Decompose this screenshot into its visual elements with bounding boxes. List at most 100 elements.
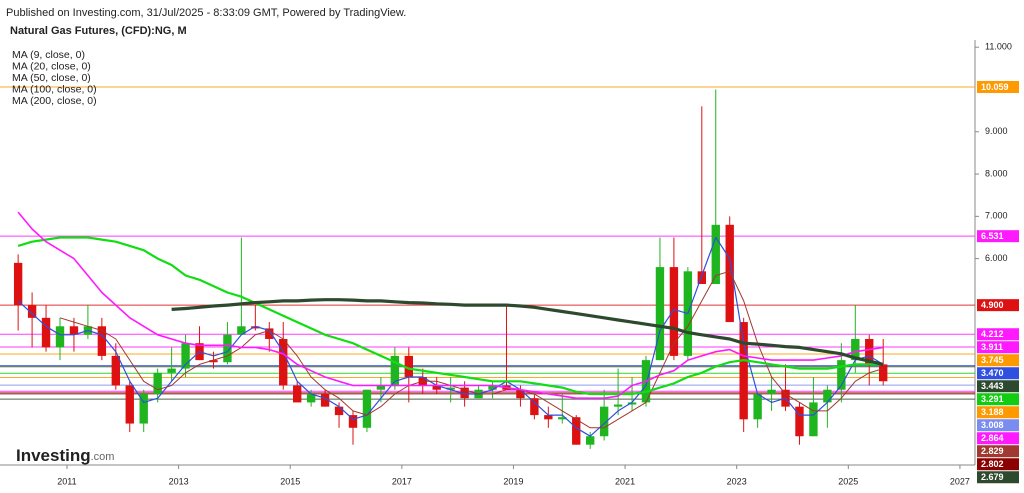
level-label-box — [977, 419, 1019, 432]
candle-body — [139, 393, 148, 424]
candle-body — [655, 267, 665, 361]
plot-area — [0, 86, 975, 449]
level-label-box — [977, 471, 1019, 484]
legend-entry: MA (100, close, 0) — [12, 83, 97, 95]
level-label-box — [977, 432, 1019, 445]
candle-body — [265, 328, 274, 339]
candle-body — [725, 224, 734, 323]
candle-body — [69, 326, 79, 335]
level-label-box — [977, 299, 1019, 312]
level-label: 2.829 — [981, 446, 1004, 456]
x-tick-label: 2011 — [57, 476, 76, 486]
candle-body — [669, 267, 679, 356]
candle-body — [851, 338, 860, 361]
candle-body — [27, 305, 37, 318]
candle-body — [125, 385, 134, 424]
candle-body — [865, 338, 874, 365]
level-label-box — [977, 230, 1019, 243]
x-tick-label: 2027 — [950, 476, 970, 486]
candle-body — [460, 387, 469, 399]
ma-line — [17, 236, 884, 437]
level-label: 3.291 — [981, 394, 1004, 404]
candle-body — [697, 271, 706, 285]
candle-body — [739, 322, 748, 420]
y-tick-label: 6.000 — [985, 253, 1008, 263]
level-label-box — [977, 341, 1019, 354]
y-tick-label: 8.000 — [985, 168, 1008, 178]
candle-body — [432, 385, 441, 390]
ma-line — [59, 270, 884, 429]
candle-body — [613, 404, 623, 407]
candle-body — [516, 389, 525, 399]
candle-body — [879, 364, 888, 382]
candle-body — [362, 389, 372, 428]
published-note: Published on Investing.com, 31/Jul/2025 … — [6, 7, 406, 19]
candle-body — [167, 368, 176, 373]
level-label: 2.864 — [981, 433, 1004, 443]
candle-body — [293, 385, 302, 403]
x-tick-label: 2025 — [838, 476, 858, 486]
candle-body — [767, 389, 776, 394]
candle-body — [627, 402, 637, 405]
candle-body — [13, 262, 23, 306]
candle-body — [320, 393, 330, 407]
candle-body — [544, 415, 553, 420]
candle-body — [306, 393, 316, 403]
candle-body — [599, 406, 609, 437]
candle-body — [55, 326, 65, 348]
ma-line — [171, 298, 884, 366]
candle-body — [404, 355, 413, 378]
logo: Investing.com — [16, 446, 114, 465]
candle-body — [348, 415, 358, 428]
candle-body — [209, 360, 218, 363]
level-label: 2.679 — [981, 472, 1004, 482]
candle-body — [41, 317, 51, 348]
candle-body — [279, 338, 288, 386]
y-tick-label: 11.000 — [985, 42, 1012, 52]
legend-entry: MA (50, close, 0) — [12, 72, 91, 84]
level-label: 3.443 — [981, 381, 1004, 391]
candle-body — [223, 334, 232, 363]
candle-body — [795, 406, 804, 437]
y-tick-label: 7.000 — [985, 211, 1008, 221]
candle-body — [153, 372, 162, 394]
candle-body — [237, 326, 246, 335]
level-label: 10.059 — [981, 82, 1009, 92]
candle-body — [809, 402, 818, 437]
level-label-box — [977, 367, 1019, 380]
candle-body — [376, 385, 386, 390]
candle-body — [558, 417, 567, 420]
level-label: 4.212 — [981, 329, 1004, 339]
legend-entry: MA (9, close, 0) — [12, 49, 85, 61]
candle-body — [711, 224, 720, 285]
candle-body — [97, 326, 107, 356]
candle-body — [488, 385, 497, 390]
candle-body — [823, 389, 832, 403]
level-label: 3.745 — [981, 355, 1004, 365]
y-tick-label: 9.000 — [985, 126, 1008, 136]
x-tick-label: 2019 — [503, 476, 523, 486]
level-label-box — [977, 328, 1019, 341]
candle-body — [251, 326, 260, 329]
x-tick-label: 2013 — [169, 476, 189, 486]
legend-entry: MA (20, close, 0) — [12, 60, 91, 72]
level-label: 3.911 — [981, 342, 1003, 352]
level-label: 3.188 — [981, 407, 1004, 417]
level-label-box — [977, 458, 1019, 471]
level-label-box — [977, 80, 1019, 93]
level-label: 6.531 — [981, 231, 1004, 241]
candle-body — [446, 387, 455, 390]
level-label-box — [977, 354, 1019, 367]
level-label: 2.802 — [981, 459, 1004, 469]
candle-body — [111, 355, 120, 386]
level-label-box — [977, 445, 1019, 458]
x-tick-label: 2023 — [727, 476, 747, 486]
level-label: 3.008 — [981, 420, 1004, 430]
level-label: 4.900 — [981, 300, 1004, 310]
candle-body — [837, 360, 846, 390]
candle-body — [334, 406, 344, 416]
x-tick-label: 2015 — [280, 476, 300, 486]
chart-title: Natural Gas Futures, (CFD):NG, M — [10, 25, 187, 37]
level-label-box — [977, 406, 1019, 419]
